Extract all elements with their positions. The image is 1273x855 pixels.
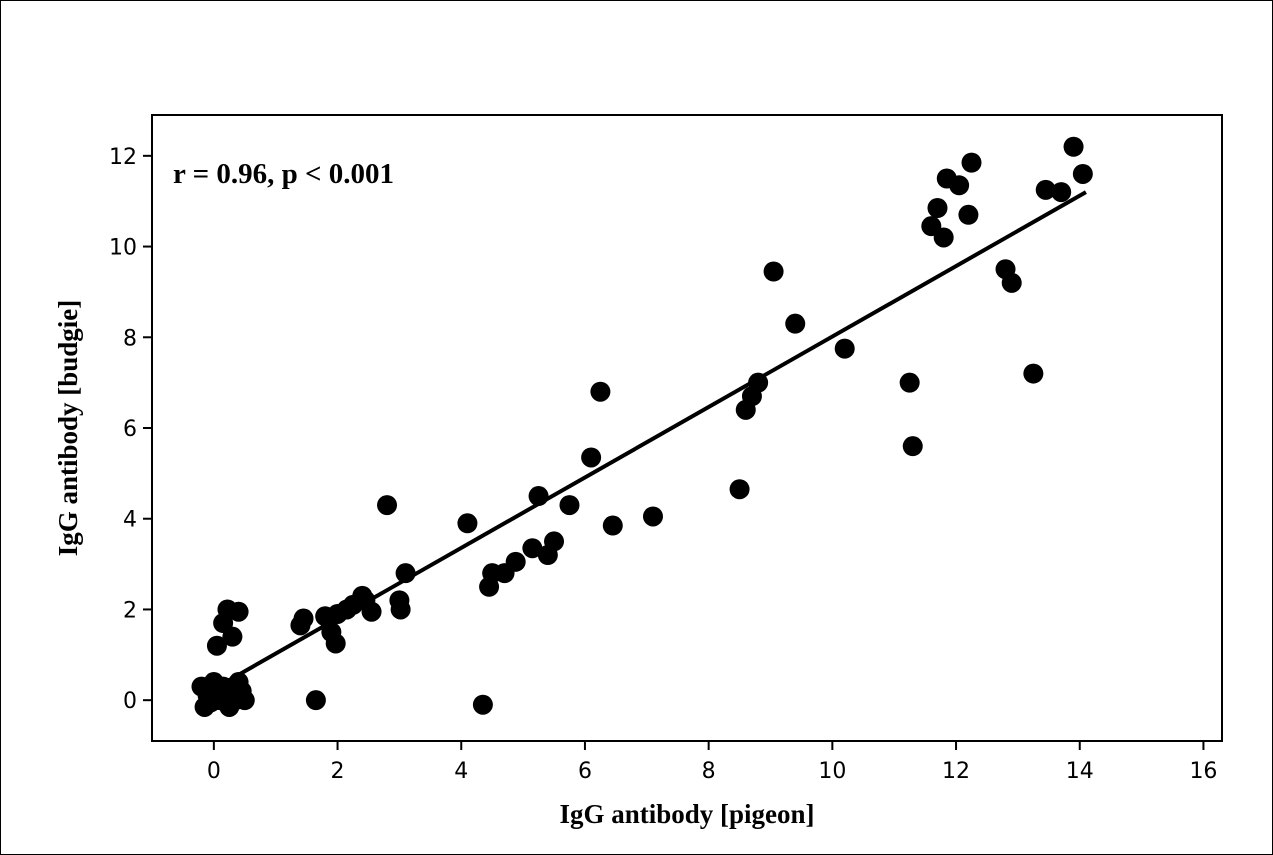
- data-point: [961, 152, 982, 173]
- data-point: [325, 633, 346, 654]
- data-point: [1072, 163, 1093, 184]
- data-point: [293, 608, 314, 629]
- data-point: [544, 531, 565, 552]
- correlation-annotation: r = 0.96, p < 0.001: [173, 158, 394, 190]
- data-point: [602, 515, 623, 536]
- data-point: [933, 227, 954, 248]
- data-point: [1051, 182, 1072, 203]
- x-tick-label: 4: [454, 759, 468, 784]
- regression-line: [212, 190, 1087, 691]
- data-point: [522, 538, 543, 559]
- data-point: [228, 601, 249, 622]
- data-point: [1001, 272, 1022, 293]
- data-point: [457, 513, 478, 534]
- y-axis: 0 2 4 6 8 10 12: [109, 145, 152, 714]
- data-point: [1023, 363, 1044, 384]
- x-tick-label: 10: [818, 759, 846, 784]
- data-point: [902, 436, 923, 457]
- data-point: [305, 690, 326, 711]
- x-axis: 0 2 4 6 8 10 12 14 16: [207, 741, 1217, 784]
- data-point: [958, 204, 979, 225]
- y-tick-label: 2: [123, 598, 137, 623]
- data-point: [927, 197, 948, 218]
- data-points: [191, 136, 1093, 717]
- data-point: [581, 447, 602, 468]
- y-tick-label: 6: [123, 417, 137, 442]
- data-point: [834, 338, 855, 359]
- data-point: [559, 495, 580, 516]
- data-point: [1035, 179, 1056, 200]
- data-point: [642, 506, 663, 527]
- data-point: [590, 381, 611, 402]
- y-tick-label: 4: [123, 508, 137, 533]
- data-point: [505, 551, 526, 572]
- data-point: [206, 635, 227, 656]
- x-tick-label: 14: [1066, 759, 1094, 784]
- y-tick-label: 12: [109, 145, 137, 170]
- x-tick-label: 8: [702, 759, 716, 784]
- x-tick-label: 0: [207, 759, 221, 784]
- x-tick-label: 12: [942, 759, 970, 784]
- x-axis-title: IgG antibody [pigeon]: [559, 799, 814, 829]
- data-point: [390, 599, 411, 620]
- y-tick-label: 10: [109, 236, 137, 261]
- data-point: [234, 690, 255, 711]
- y-tick-label: 0: [123, 689, 137, 714]
- data-point: [763, 261, 784, 282]
- data-point: [361, 601, 382, 622]
- x-tick-label: 6: [578, 759, 592, 784]
- y-axis-title: IgG antibody [budgie]: [53, 300, 83, 557]
- data-point: [472, 694, 493, 715]
- x-tick-label: 16: [1189, 759, 1217, 784]
- data-point: [1063, 136, 1084, 157]
- y-tick-label: 8: [123, 326, 137, 351]
- data-point: [949, 175, 970, 196]
- x-tick-label: 2: [331, 759, 345, 784]
- plot-area: [151, 114, 1223, 742]
- data-point: [899, 372, 920, 393]
- data-point: [729, 479, 750, 500]
- data-point: [377, 495, 398, 516]
- data-point: [785, 313, 806, 334]
- data-point: [222, 626, 243, 647]
